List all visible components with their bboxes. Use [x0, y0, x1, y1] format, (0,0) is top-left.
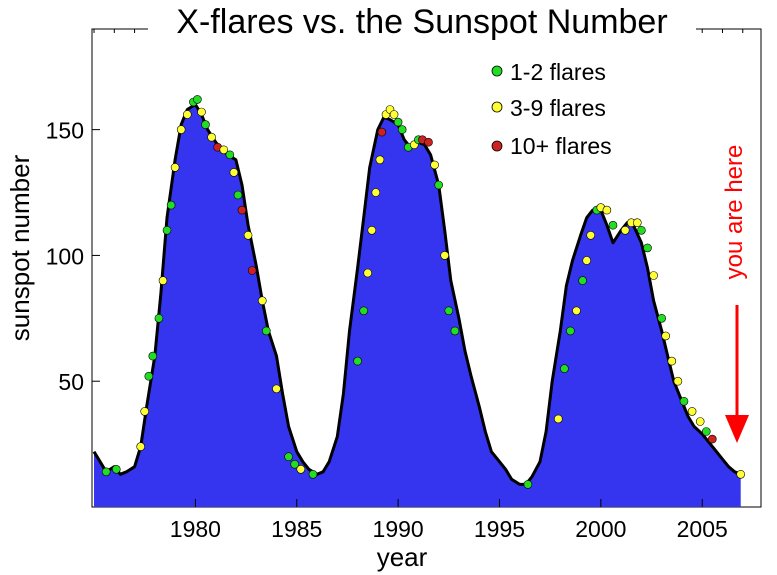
- annotation-arrow-head: [725, 415, 749, 443]
- sunspot-area: [94, 104, 741, 507]
- flare-point: [393, 117, 403, 127]
- flare-points-layer: [101, 95, 746, 489]
- x-tick-label-1995: 1995: [474, 516, 525, 542]
- flare-point: [643, 243, 652, 253]
- flare-point: [673, 376, 683, 386]
- flare-point: [193, 95, 202, 104]
- flare-point: [377, 127, 387, 137]
- flare-point: [679, 396, 689, 406]
- flare-point: [608, 220, 618, 230]
- flare-point: [687, 407, 697, 416]
- flare-point: [553, 414, 563, 424]
- flare-point: [397, 125, 407, 134]
- flare-point: [566, 326, 575, 336]
- flare-point: [375, 155, 385, 165]
- legend-marker-1-2: [491, 65, 503, 77]
- legend-marker-10-plus: [491, 140, 503, 152]
- flare-point: [736, 469, 746, 479]
- flare-point: [197, 107, 206, 117]
- legend-label-3-9: 3-9 flares: [510, 95, 606, 121]
- flare-point: [363, 268, 373, 278]
- y-axis-label: sunspot number: [5, 154, 35, 341]
- flare-point: [353, 356, 362, 366]
- flare-point: [424, 137, 433, 147]
- flare-point: [602, 205, 612, 215]
- flare-point: [620, 226, 630, 235]
- flare-point: [582, 256, 592, 265]
- flare-point: [389, 110, 399, 119]
- flare-point: [444, 306, 454, 316]
- flare-point: [225, 150, 235, 160]
- flare-point: [657, 313, 667, 323]
- flare-point: [523, 480, 533, 489]
- flare-point: [140, 407, 149, 416]
- flare-point: [207, 132, 216, 142]
- flare-point: [308, 469, 318, 479]
- flare-point: [247, 266, 257, 275]
- x-tick-label-1990: 1990: [373, 516, 424, 542]
- flare-point: [201, 120, 210, 129]
- x-tick-label-2000: 2000: [575, 516, 626, 542]
- legend-label-1-2: 1-2 flares: [510, 59, 606, 85]
- legend: 1-2 flares 3-9 flares 10+ flares: [491, 59, 612, 159]
- flare-point: [434, 180, 444, 190]
- axis-layer: 1980 1985 1990 1995 2000 2005 50 100 150: [46, 29, 744, 542]
- flare-point: [148, 351, 158, 361]
- y-tick-label-100: 100: [46, 243, 84, 269]
- legend-label-10-plus: 10+ flares: [510, 133, 612, 159]
- flare-point: [154, 313, 164, 323]
- flare-point: [166, 200, 176, 210]
- x-tick-label-1980: 1980: [170, 516, 221, 542]
- flare-point: [430, 160, 439, 170]
- flare-point: [183, 110, 192, 119]
- x-tick-label-2005: 2005: [677, 516, 728, 542]
- flare-point: [440, 251, 450, 260]
- flare-point: [112, 464, 121, 474]
- flare-point: [144, 371, 154, 381]
- y-tick-label-50: 50: [58, 369, 84, 395]
- annotation-text: you are here: [721, 145, 748, 280]
- flare-point: [572, 306, 581, 316]
- flare-point: [296, 464, 306, 474]
- x-axis-label: year: [377, 542, 428, 572]
- chart-title: X-flares vs. the Sunspot Number: [176, 3, 667, 41]
- title-background: [148, 2, 696, 42]
- y-tick-label-150: 150: [46, 118, 84, 144]
- flare-point: [290, 459, 300, 469]
- flare-point: [170, 163, 180, 172]
- flare-point: [158, 276, 168, 285]
- flare-point: [560, 364, 569, 373]
- flare-point: [257, 296, 267, 306]
- flare-point: [261, 326, 271, 336]
- you-are-here-annotation: you are here: [721, 145, 749, 443]
- flare-point: [237, 205, 247, 215]
- flare-point: [219, 145, 229, 155]
- flare-point: [450, 326, 460, 336]
- flare-point: [101, 467, 111, 477]
- flare-point: [667, 356, 677, 366]
- flare-point: [661, 331, 671, 341]
- flare-point: [586, 231, 596, 240]
- flare-point: [367, 226, 377, 235]
- flare-point: [229, 168, 239, 177]
- flare-point: [578, 276, 587, 285]
- x-tick-label-1985: 1985: [271, 516, 322, 542]
- flare-point: [649, 271, 658, 280]
- flare-point: [284, 452, 293, 462]
- flare-point: [272, 384, 281, 394]
- flare-point: [637, 226, 646, 235]
- flare-point: [243, 231, 253, 240]
- flare-point: [371, 188, 381, 197]
- flare-point: [176, 125, 186, 134]
- flare-point: [162, 226, 172, 235]
- flare-point: [707, 434, 717, 444]
- flare-point: [695, 417, 705, 426]
- flare-point: [233, 190, 243, 200]
- flare-point: [632, 218, 642, 227]
- flare-point: [136, 442, 145, 451]
- flare-point: [701, 427, 711, 436]
- legend-marker-3-9: [491, 101, 503, 113]
- flare-point: [359, 306, 369, 316]
